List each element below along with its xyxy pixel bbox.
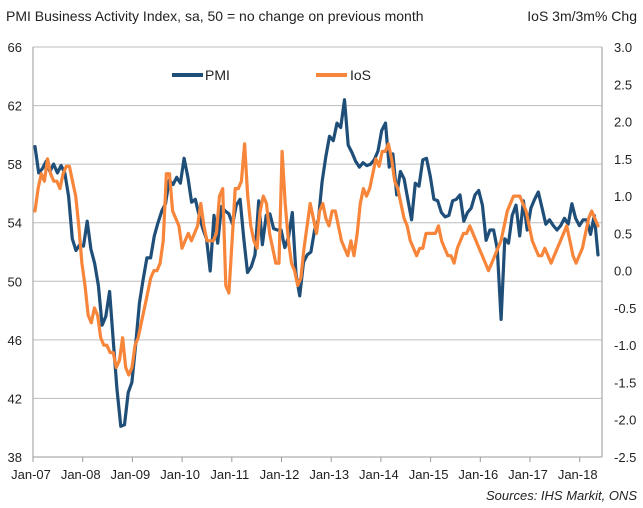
x-tick-labels: Jan-07 Jan-08 Jan-09 Jan-10 Jan-11 Jan-12 Jan-… <box>11 467 597 482</box>
right-y-tick-label: -1.5 <box>614 375 636 390</box>
x-tick-label: Jan-17 <box>508 467 548 482</box>
x-tick-label: Jan-13 <box>309 467 349 482</box>
x-tick-label: Jan-10 <box>160 467 200 482</box>
x-tick-label: Jan-11 <box>210 467 249 482</box>
x-tick-label: Jan-09 <box>111 467 151 482</box>
chart-title: PMI Business Activity Index, sa, 50 = no… <box>6 8 424 24</box>
x-tick-label: Jan-08 <box>61 467 101 482</box>
right-y-tick-label: 0.0 <box>614 264 632 279</box>
right-y-tick-label: 2.5 <box>614 77 632 92</box>
left-y-tick-label: 46 <box>8 333 22 348</box>
source-note: Sources: IHS Markit, ONS <box>486 488 637 503</box>
right-y-tick-label: 1.0 <box>614 189 632 204</box>
grid-lines <box>33 46 602 399</box>
left-y-tick-label: 42 <box>8 391 22 406</box>
x-tick-label: Jan-12 <box>260 467 300 482</box>
plot-frame <box>32 47 603 458</box>
right-y-tick-label: -1.0 <box>614 338 636 353</box>
x-tick-label: Jan-18 <box>558 467 598 482</box>
legend-label-pmi: PMI <box>205 67 230 83</box>
x-tick-marks <box>32 457 581 462</box>
right-y-tick-label: 0.5 <box>614 226 632 241</box>
right-y-tick-label: 3.0 <box>614 40 632 55</box>
legend-label-ios: IoS <box>350 67 371 83</box>
series-line-pmi <box>33 98 600 428</box>
legend: PMI IoS <box>172 67 371 83</box>
left-y-tick-label: 66 <box>8 40 22 55</box>
right-y-tick-labels: -2.5 -2.0 -1.5 -1.0 -0.5 0.0 0.5 1.0 1.5 2.0 2.5 3.… <box>614 40 636 465</box>
x-tick-label: Jan-16 <box>458 467 498 482</box>
right-y-tick-label: -2.5 <box>614 450 636 465</box>
series-line-ios <box>33 142 600 377</box>
right-y-tick-label: -2.0 <box>614 413 636 428</box>
x-tick-label: Jan-15 <box>409 467 449 482</box>
right-y-tick-label: -0.5 <box>614 301 636 316</box>
left-y-tick-labels: 38 42 46 50 54 58 62 66 <box>8 40 22 465</box>
x-tick-label: Jan-07 <box>11 467 51 482</box>
right-y-tick-label: 2.0 <box>614 115 632 130</box>
series-lines <box>33 98 600 428</box>
left-y-tick-label: 54 <box>8 216 22 231</box>
left-y-tick-label: 58 <box>8 157 22 172</box>
left-y-tick-label: 50 <box>8 274 22 289</box>
x-tick-label: Jan-14 <box>359 467 399 482</box>
left-y-tick-label: 62 <box>8 99 22 114</box>
right-y-tick-label: 1.5 <box>614 152 632 167</box>
left-y-tick-label: 38 <box>8 450 22 465</box>
right-axis-title: IoS 3m/3m% Chg <box>527 8 637 24</box>
